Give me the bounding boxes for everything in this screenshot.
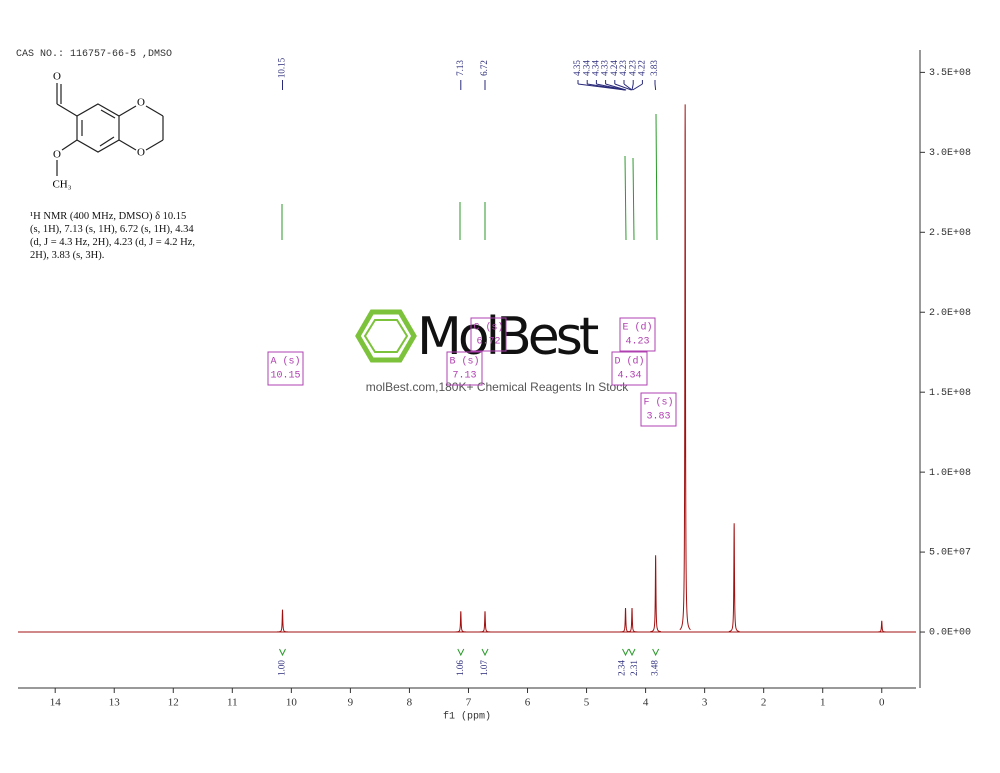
- peak: [876, 620, 888, 633]
- x-tick-label: 6: [525, 697, 531, 709]
- cas-note: CAS NO.: 116757-66-5 ,DMSO: [16, 49, 173, 60]
- peak-label: 4.24: [609, 60, 619, 76]
- peak-label: 6.72: [479, 60, 489, 76]
- atom-label: O: [137, 97, 145, 109]
- y-tick-label: 1.0E+08: [929, 468, 971, 479]
- multiplet-box: [611, 351, 648, 386]
- x-axis-label: f1 (ppm): [443, 711, 491, 723]
- peak-label: 4.22: [636, 60, 646, 76]
- watermark-brand: MolBest: [417, 307, 599, 367]
- multiplet-shift: 7.13: [452, 371, 476, 382]
- multiplet-shift: 3.83: [646, 412, 670, 423]
- multiplet-box: [267, 351, 304, 386]
- integral-marker: [652, 648, 660, 657]
- peak-label-connector: [623, 83, 633, 91]
- multiplet-shift: 4.34: [617, 371, 641, 382]
- integral-label: 2.34: [617, 660, 627, 676]
- x-tick-label: 8: [407, 697, 413, 709]
- peak: [620, 608, 631, 633]
- y-tick-label: 5.0E+07: [929, 548, 971, 559]
- integral-marker: [279, 648, 286, 657]
- x-tick-label: 10: [286, 697, 298, 709]
- atom-label: O: [53, 149, 61, 161]
- peak-label: 4.34: [590, 60, 600, 76]
- multiplet-label: F (s): [643, 397, 673, 409]
- peak-label-connector: [631, 83, 634, 91]
- multiplet-box: [619, 317, 656, 352]
- structure-bonds: [56, 83, 164, 176]
- multiplet-box: [470, 317, 507, 352]
- multiplet-box: [640, 392, 677, 427]
- x-tick-label: 4: [643, 697, 649, 709]
- x-tick-label: 1: [820, 697, 826, 709]
- integral-label: 3.48: [650, 660, 660, 676]
- y-tick-label: 2.0E+08: [929, 308, 971, 319]
- peak: [728, 523, 740, 633]
- watermark-logo: [355, 309, 417, 363]
- peak: [626, 608, 638, 633]
- x-tick-label: 5: [584, 697, 590, 709]
- peak: [650, 555, 662, 633]
- multiplet-shift: 4.23: [625, 337, 649, 348]
- nmr-description: ¹H NMR (400 MHz, DMSO) δ 10.15 (s, 1H), …: [30, 211, 195, 261]
- integral-marker: [457, 648, 465, 657]
- atom-label: O: [137, 147, 145, 159]
- multiplet-label: E (d): [622, 322, 652, 334]
- peak-label: 4.34: [581, 60, 591, 76]
- atom-label: O: [53, 71, 61, 83]
- peak-label: 4.23: [627, 60, 637, 76]
- peak: [455, 611, 467, 633]
- peak-label-connector: [605, 83, 627, 91]
- x-tick-label: 13: [109, 697, 121, 709]
- multiplet-label: D (d): [614, 356, 644, 368]
- y-tick-label: 0.0E+00: [929, 628, 971, 639]
- multiplet-shift: 6.72: [476, 337, 500, 348]
- multiplet-box: [446, 351, 483, 386]
- x-tick-label: 7: [466, 697, 472, 709]
- x-tick-label: 11: [227, 697, 238, 709]
- integral-marker: [628, 648, 636, 657]
- integral-label: 1.00: [277, 660, 287, 676]
- integral-label: 1.07: [479, 660, 489, 676]
- integral-curves: [281, 113, 658, 241]
- peak: [277, 609, 288, 633]
- integral-label: 1.06: [455, 660, 465, 676]
- y-tick-label: 1.5E+08: [929, 388, 971, 399]
- peak-label: 4.33: [600, 60, 610, 76]
- x-tick-label: 9: [348, 697, 354, 709]
- peak-label-connector: [654, 83, 657, 91]
- x-tick-label: 3: [702, 697, 708, 709]
- peak-label: 4.23: [618, 60, 628, 76]
- x-tick-label: 0: [879, 697, 885, 709]
- x-tick-label: 12: [168, 697, 179, 709]
- multiplet-label: A (s): [270, 356, 300, 368]
- peak-label-connector: [614, 83, 632, 91]
- y-tick-label: 3.5E+08: [929, 68, 971, 79]
- peak-label-connector: [632, 83, 643, 91]
- atom-label: CH₃: [52, 179, 71, 191]
- watermark-tagline: molBest.com,180K+ Chemical Reagents In S…: [366, 380, 629, 394]
- peak-label: 4.35: [572, 60, 582, 76]
- peak-label: 7.13: [455, 60, 465, 76]
- multiplet-label: C (s): [473, 322, 503, 334]
- integral-label: 2.31: [629, 660, 639, 676]
- integral-marker: [622, 648, 629, 657]
- peak-label-connector: [596, 83, 626, 91]
- peak: [679, 104, 691, 631]
- peak: [479, 611, 491, 633]
- multiplet-label: B (s): [449, 356, 479, 368]
- peak-label: 3.83: [649, 60, 659, 76]
- peak-label: 10.15: [277, 57, 287, 78]
- integral-marker: [481, 648, 489, 657]
- x-tick-label: 14: [50, 697, 62, 709]
- multiplet-shift: 10.15: [270, 371, 300, 382]
- y-tick-label: 2.5E+08: [929, 228, 971, 239]
- x-tick-label: 2: [761, 697, 767, 709]
- y-tick-label: 3.0E+08: [929, 148, 971, 159]
